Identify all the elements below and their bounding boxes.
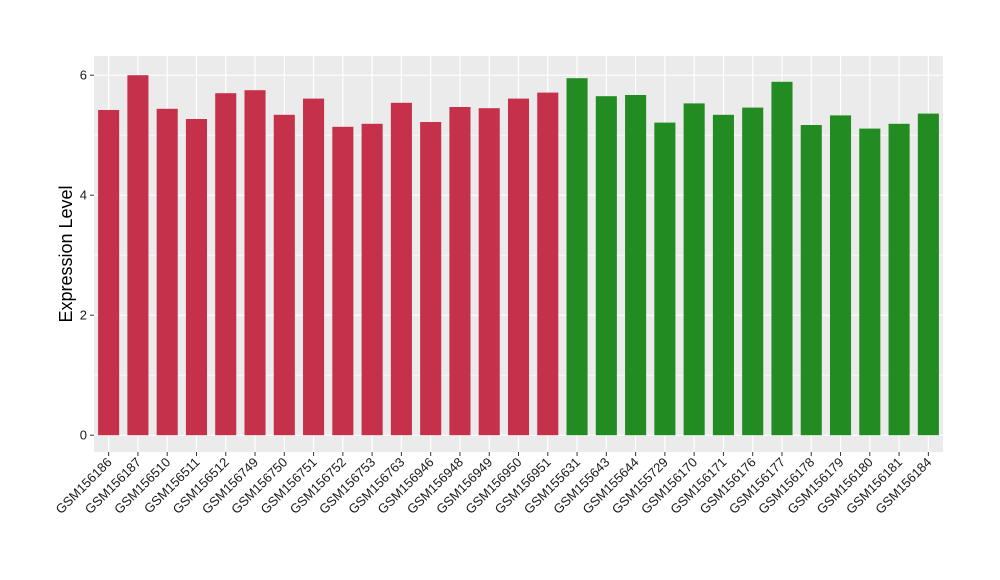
y-tick-label: 2 <box>80 308 87 323</box>
bar-gsm156180 <box>859 128 881 436</box>
bar-gsm156949 <box>478 108 500 436</box>
bar-gsm156763 <box>390 102 412 436</box>
bar-gsm156511 <box>185 119 208 436</box>
bar-gsm156187 <box>127 75 149 436</box>
bar-gsm156171 <box>712 114 734 436</box>
bar-gsm156170 <box>683 103 705 436</box>
bar-gsm156751 <box>303 98 325 436</box>
y-tick-label: 4 <box>80 188 87 203</box>
bar-gsm155729 <box>654 122 676 436</box>
bar-gsm156951 <box>537 92 559 436</box>
bar-gsm156750 <box>273 114 295 436</box>
bar-gsm156749 <box>244 90 266 436</box>
y-tick-label: 6 <box>80 68 87 83</box>
bar-gsm156177 <box>771 81 793 436</box>
bar-gsm156512 <box>215 93 237 436</box>
bar-gsm156752 <box>332 126 354 436</box>
x-axis: GSM156186GSM156187GSM156510GSM156511GSM1… <box>53 452 934 517</box>
bar-gsm156510 <box>156 108 178 436</box>
bar-gsm156176 <box>742 107 764 436</box>
bar-gsm156181 <box>888 123 910 436</box>
bar-gsm155644 <box>625 95 647 436</box>
bar-gsm156178 <box>800 125 822 436</box>
y-axis-title: Expression Level <box>56 185 76 322</box>
y-axis: 0 2 4 6 <box>80 68 94 443</box>
bar-gsm156184 <box>917 113 939 436</box>
bar-gsm156946 <box>420 122 442 436</box>
bar-gsm155631 <box>566 78 588 436</box>
bar-gsm156179 <box>829 115 852 436</box>
y-tick-label: 0 <box>80 428 87 443</box>
bars <box>98 75 939 436</box>
bar-gsm156948 <box>449 107 471 436</box>
bar-gsm156950 <box>507 98 530 436</box>
bar-gsm156186 <box>98 110 120 436</box>
bar-gsm155643 <box>595 96 617 436</box>
bar-gsm156753 <box>361 123 383 436</box>
